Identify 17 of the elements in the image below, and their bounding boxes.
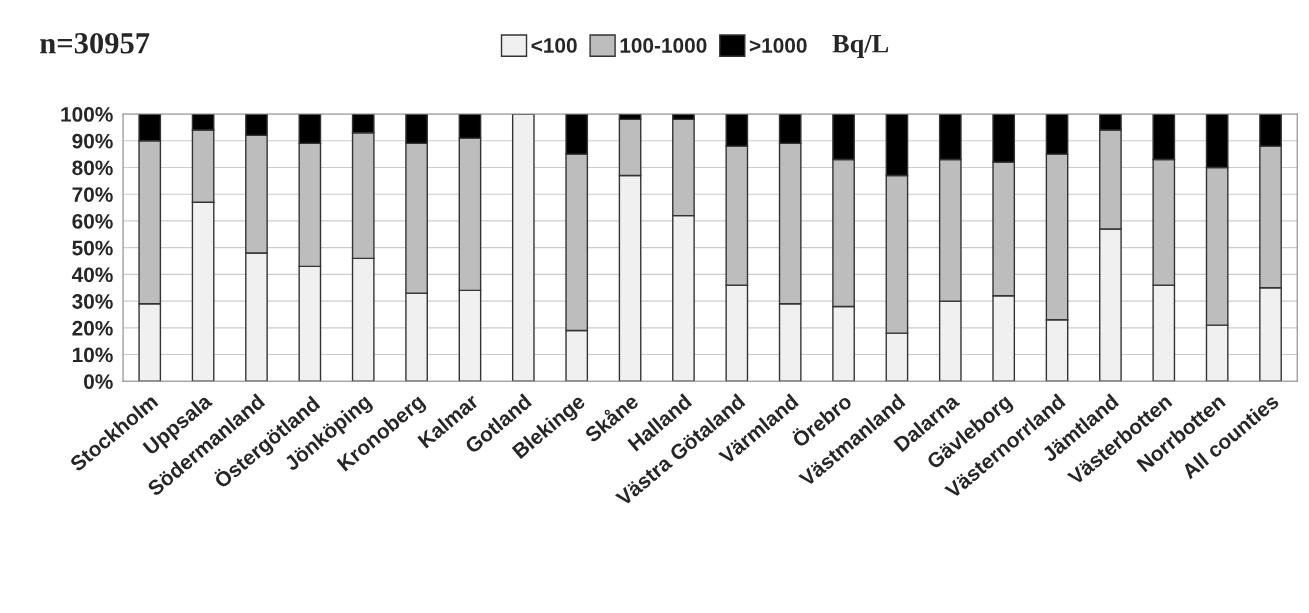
- y-tick-label: 30%: [72, 294, 113, 309]
- y-tick-label: 90%: [72, 133, 113, 149]
- y-tick-label: 10%: [72, 347, 113, 363]
- text: Bq/L: [832, 34, 889, 58]
- y-tick-label: 0%: [84, 374, 113, 390]
- legend-label: >1000: [749, 38, 807, 53]
- legend-label: <100: [531, 38, 577, 53]
- bar: [511, 114, 535, 382]
- y-tick-label: 80%: [72, 160, 113, 176]
- chart-title: n=30957: [40, 33, 150, 54]
- y-tick-label: 70%: [72, 187, 113, 202]
- legend-label: 100-1000: [620, 38, 707, 53]
- y-tick-label: 20%: [72, 320, 113, 336]
- y-tick-label: 60%: [72, 213, 113, 229]
- y-tick-label: 50%: [72, 240, 113, 256]
- y-tick-label: 40%: [71, 267, 113, 283]
- y-tick-label: 100%: [61, 107, 113, 122]
